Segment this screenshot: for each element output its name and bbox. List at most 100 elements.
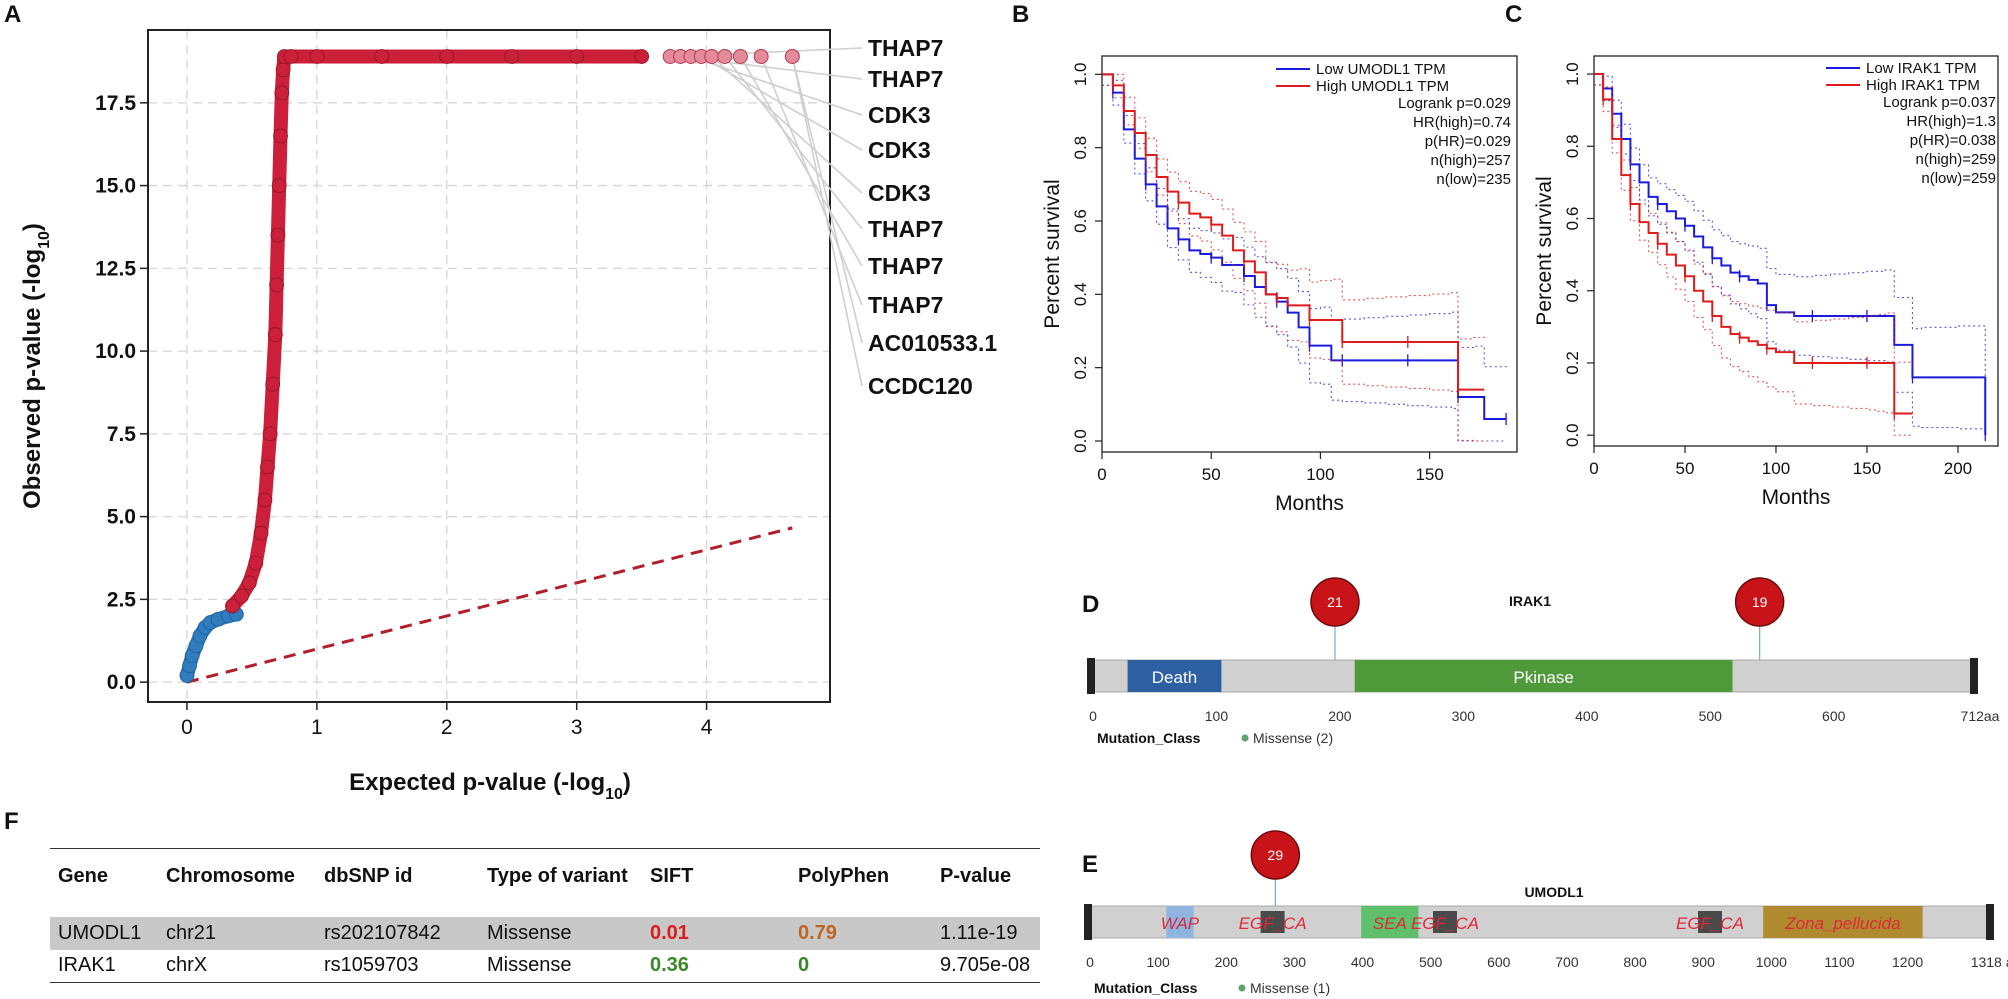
cell-polyphen: 0.79: [798, 921, 837, 944]
data-point: [275, 62, 291, 78]
protein-domain: [1354, 660, 1733, 692]
col-header-polyphen: PolyPhen: [790, 848, 932, 917]
backbone-end-cap: [1970, 658, 1978, 694]
col-header-pvalue: P-value: [932, 848, 1040, 917]
table-row: UMODL1 chr21 rs202107842 Missense 0.01 0…: [50, 916, 1040, 950]
domain-label: SEA: [1373, 914, 1407, 933]
y-tick-label: 1.0: [1071, 63, 1090, 87]
data-point: [634, 49, 650, 64]
x-tick-label: 100: [1306, 465, 1334, 484]
data-point: [504, 49, 520, 64]
y-tick-label: 0.2: [1071, 356, 1090, 380]
cell-gene: IRAK1: [50, 949, 158, 983]
km-frame: [1593, 55, 1999, 447]
y-tick-label: 0.6: [1563, 207, 1582, 231]
x-tick-label: 500: [1419, 954, 1443, 970]
y-tick-label: 2.5: [107, 588, 137, 611]
km-stat-text: HR(high)=1.3: [1906, 113, 1996, 130]
x-tick-label: 0: [1589, 459, 1598, 478]
panel-letter-b: B: [1012, 1, 1029, 28]
missense-legend-text: Missense (1): [1250, 980, 1330, 996]
survival-line: [1102, 73, 1507, 420]
data-point: [225, 598, 240, 614]
x-tick-label: 0: [181, 716, 193, 739]
survival-line: [1594, 73, 1913, 415]
survival-line: [1594, 73, 1987, 436]
y-tick-label: 0.0: [1563, 423, 1582, 447]
panel-letter-a: A: [4, 1, 21, 28]
annotation-label: THAP7: [868, 216, 943, 242]
table-row: IRAK1 chrX rs1059703 Missense 0.36 0 9.7…: [50, 949, 1040, 983]
ci-upper-line: [1594, 73, 1914, 363]
x-tick-label: 500: [1699, 708, 1723, 724]
km-stat-text: p(HR)=0.038: [1910, 132, 1996, 149]
y-tick-label: 5.0: [107, 506, 136, 529]
legend-entry: High IRAK1 TPM: [1866, 77, 1980, 94]
data-point: [265, 376, 281, 392]
km-stat-text: n(low)=235: [1436, 171, 1511, 188]
lollipop-head: [1734, 577, 1785, 627]
cell-pvalue: 9.705e-08: [932, 949, 1040, 983]
annotation-leader: [739, 56, 863, 267]
col-header-gene: Gene: [50, 848, 158, 917]
protein-domain: [1763, 906, 1923, 938]
y-tick-label: 10.0: [95, 340, 136, 363]
x-tick-label: 200: [1215, 954, 1239, 970]
ci-upper-line: [1102, 73, 1507, 368]
col-header-sift: SIFT: [642, 848, 790, 917]
legend-entry: High UMODL1 TPM: [1316, 78, 1449, 95]
mutation-class-label: Mutation_Class: [1097, 730, 1201, 746]
x-tick-label: 900: [1692, 954, 1716, 970]
protein-domain-marker: [1432, 911, 1457, 933]
data-point: [704, 48, 720, 64]
protein-domain-marker: [1260, 911, 1285, 933]
x-tick-label: 400: [1351, 954, 1375, 970]
annotation-leader: [791, 56, 863, 387]
y-tick-label: 15.0: [95, 175, 136, 198]
y-axis-label: Percent survival: [1533, 176, 1556, 325]
lollipop-count: 19: [1752, 594, 1768, 610]
x-axis-label: Months: [1275, 492, 1344, 515]
x-tick-label: 50: [1202, 465, 1221, 484]
cell-type: Missense: [487, 921, 572, 944]
x-tick-label: 300: [1283, 954, 1307, 970]
cell-sift: 0.01: [650, 921, 689, 944]
domain-label: Pkinase: [1513, 668, 1573, 687]
protein-domain-marker: [1698, 911, 1723, 933]
x-tick-label: 150: [1853, 459, 1881, 478]
data-point: [784, 48, 800, 64]
col-header-chromosome: Chromosome: [158, 848, 316, 917]
cell-polyphen: 0: [790, 949, 932, 983]
km-stat-text: n(low)=259: [1921, 170, 1996, 187]
backbone-end-cap: [1087, 658, 1095, 694]
data-point: [309, 49, 325, 64]
data-point: [262, 426, 278, 442]
data-point: [273, 128, 288, 144]
mutation-class-label: Mutation_Class: [1094, 980, 1198, 996]
lollipop-count: 21: [1327, 594, 1343, 610]
ci-lower-line: [1594, 84, 1913, 436]
legend-entry: Low IRAK1 TPM: [1866, 60, 1977, 77]
x-tick-label: 150: [1415, 465, 1443, 484]
annotation-label: CDK3: [868, 180, 931, 206]
domain-label: EGF_CA: [1411, 914, 1479, 933]
annotation-label: THAP7: [868, 35, 943, 61]
missense-dot: [1238, 984, 1246, 992]
y-tick-label: 1.0: [1563, 62, 1582, 86]
x-tick-label: 800: [1623, 954, 1647, 970]
y-tick-label: 0.0: [1071, 429, 1090, 453]
cell-chromosome: chrX: [158, 949, 316, 983]
data-point: [717, 48, 733, 64]
x-tick-label: 3: [571, 716, 583, 739]
data-point: [241, 575, 257, 591]
x-tick-label: 0: [1097, 465, 1106, 484]
annotation-label: THAP7: [868, 253, 943, 279]
x-tick-label: 200: [1944, 459, 1972, 478]
y-tick-label: 0.8: [1071, 136, 1090, 160]
x-tick-label: 0: [1086, 954, 1094, 970]
ci-upper-line: [1102, 73, 1485, 340]
y-tick-label: 0.6: [1071, 209, 1090, 233]
survival-line: [1102, 73, 1485, 391]
data-point: [271, 178, 287, 193]
